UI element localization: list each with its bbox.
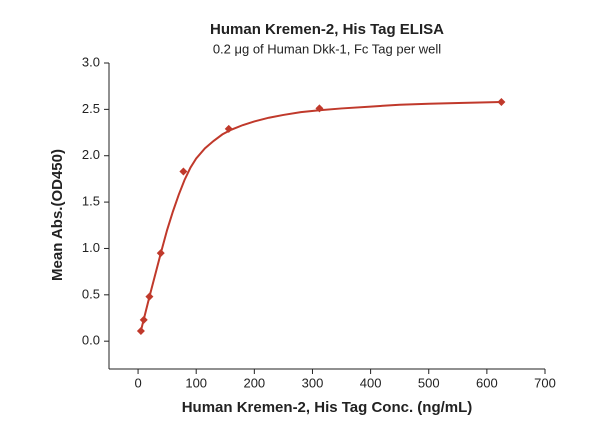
y-tick-label: 3.0 [82,54,100,69]
data-point [315,104,324,113]
y-tick-label: 2.0 [82,147,100,162]
data-point [224,124,233,133]
y-tick-label: 0.5 [82,286,100,301]
y-axis-title: Mean Abs.(OD450) [49,149,66,281]
y-tick-label: 1.0 [82,240,100,255]
data-point [179,167,188,176]
x-axis-title: Human Kremen-2, His Tag Conc. (ng/mL) [182,399,473,416]
chart-title: Human Kremen-2, His Tag ELISA [210,21,444,38]
x-tick-label: 600 [476,375,498,390]
data-point [156,249,165,258]
y-tick-label: 2.5 [82,101,100,116]
x-tick-label: 400 [360,375,382,390]
y-tick-label: 0.0 [82,333,100,348]
data-point [145,292,154,301]
x-tick-label: 0 [134,375,141,390]
x-tick-label: 100 [185,375,207,390]
x-tick-label: 700 [534,375,556,390]
x-tick-label: 500 [418,375,440,390]
fit-curve [139,100,502,334]
data-point [136,326,145,335]
x-tick-label: 200 [243,375,265,390]
x-tick-label: 300 [302,375,324,390]
y-tick-label: 1.5 [82,194,100,209]
data-point [497,97,506,106]
data-point [139,315,148,324]
chart-subtitle: 0.2 μg of Human Dkk-1, Fc Tag per well [213,41,441,56]
